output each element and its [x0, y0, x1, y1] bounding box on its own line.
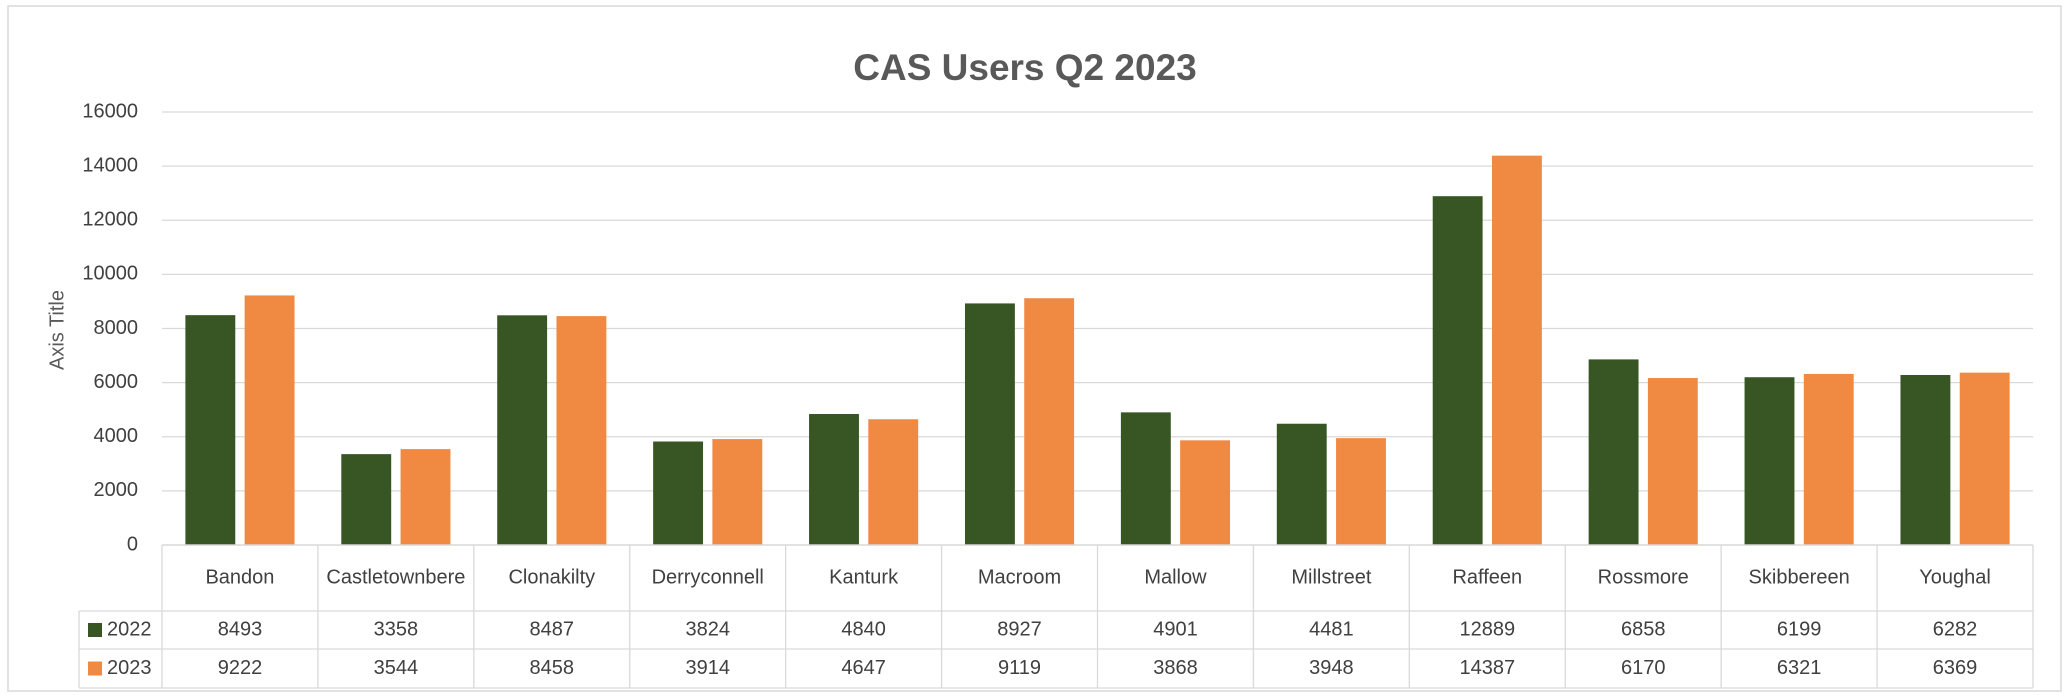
x-tick-label: Derryconnell	[652, 566, 764, 588]
bar	[653, 441, 704, 545]
table-value: 8493	[218, 618, 263, 640]
table-value: 6170	[1621, 657, 1666, 679]
bar	[1336, 438, 1386, 545]
bar	[1959, 372, 2010, 545]
y-tick-label: 8000	[94, 317, 139, 339]
y-tick-label: 14000	[82, 154, 138, 176]
x-tick-label: Kanturk	[829, 566, 899, 588]
legend-label: 2022	[107, 618, 152, 640]
x-tick-label: Castletownbere	[326, 566, 465, 588]
table-value: 4840	[841, 618, 886, 640]
x-tick-label: Millstreet	[1291, 566, 1371, 588]
bar	[1588, 359, 1639, 545]
table-value: 3948	[1309, 657, 1354, 679]
table-value: 3868	[1153, 657, 1198, 679]
y-tick-label: 12000	[82, 209, 138, 231]
bar	[341, 454, 392, 545]
bar	[1432, 196, 1483, 545]
bar	[1744, 377, 1795, 545]
bar	[712, 439, 763, 545]
table-value: 4901	[1153, 618, 1198, 640]
bar	[185, 315, 236, 545]
table-value: 9119	[998, 657, 1041, 679]
y-tick-label: 6000	[94, 371, 139, 393]
x-tick-label: Skibbereen	[1749, 566, 1850, 588]
x-tick-label: Youghal	[1919, 566, 1991, 588]
x-tick-label: Raffeen	[1452, 566, 1522, 588]
table-value: 8927	[997, 618, 1042, 640]
bar	[1491, 155, 1542, 546]
y-tick-label: 4000	[94, 425, 139, 447]
table-value: 12889	[1459, 618, 1515, 640]
table-value: 6199	[1777, 618, 1822, 640]
x-tick-label: Clonakilty	[508, 566, 595, 588]
bar	[1900, 374, 1951, 545]
legend-key	[88, 661, 102, 676]
table-value: 3544	[374, 657, 419, 679]
y-tick-label: 2000	[94, 479, 139, 501]
table-value: 6369	[1933, 657, 1978, 679]
bar	[868, 419, 919, 545]
table-value: 3824	[685, 618, 730, 640]
table-value: 8487	[530, 618, 575, 640]
bar	[1276, 423, 1327, 545]
table-value: 9222	[218, 657, 263, 679]
bar	[1647, 378, 1698, 545]
table-value: 4481	[1309, 618, 1354, 640]
bar	[244, 295, 295, 545]
chart-title: CAS Users Q2 2023	[853, 47, 1196, 88]
y-tick-label: 16000	[82, 100, 138, 122]
y-axis-title: Axis Title	[46, 290, 68, 370]
x-tick-label: Mallow	[1144, 566, 1207, 588]
bar	[497, 315, 548, 545]
y-tick-label: 0	[127, 533, 138, 555]
bar	[556, 316, 607, 545]
bar	[1180, 440, 1231, 545]
bar	[400, 449, 451, 545]
x-tick-label: Macroom	[978, 566, 1061, 588]
bar	[809, 414, 859, 545]
table-value: 3358	[374, 618, 419, 640]
y-tick-label: 10000	[82, 263, 138, 285]
legend-label: 2023	[107, 657, 152, 679]
table-value: 3914	[685, 657, 730, 679]
table-value: 6858	[1621, 618, 1666, 640]
legend-key	[88, 623, 102, 637]
bar	[1024, 298, 1075, 545]
table-value: 14387	[1459, 657, 1515, 679]
bar	[964, 303, 1015, 545]
bar	[1120, 412, 1171, 545]
x-tick-label: Rossmore	[1598, 566, 1689, 588]
table-value: 4647	[841, 657, 886, 679]
table-value: 6282	[1933, 618, 1978, 640]
bar	[1803, 373, 1854, 545]
table-value: 8458	[530, 657, 575, 679]
table-value: 6321	[1777, 657, 1822, 679]
x-tick-label: Bandon	[205, 566, 274, 588]
